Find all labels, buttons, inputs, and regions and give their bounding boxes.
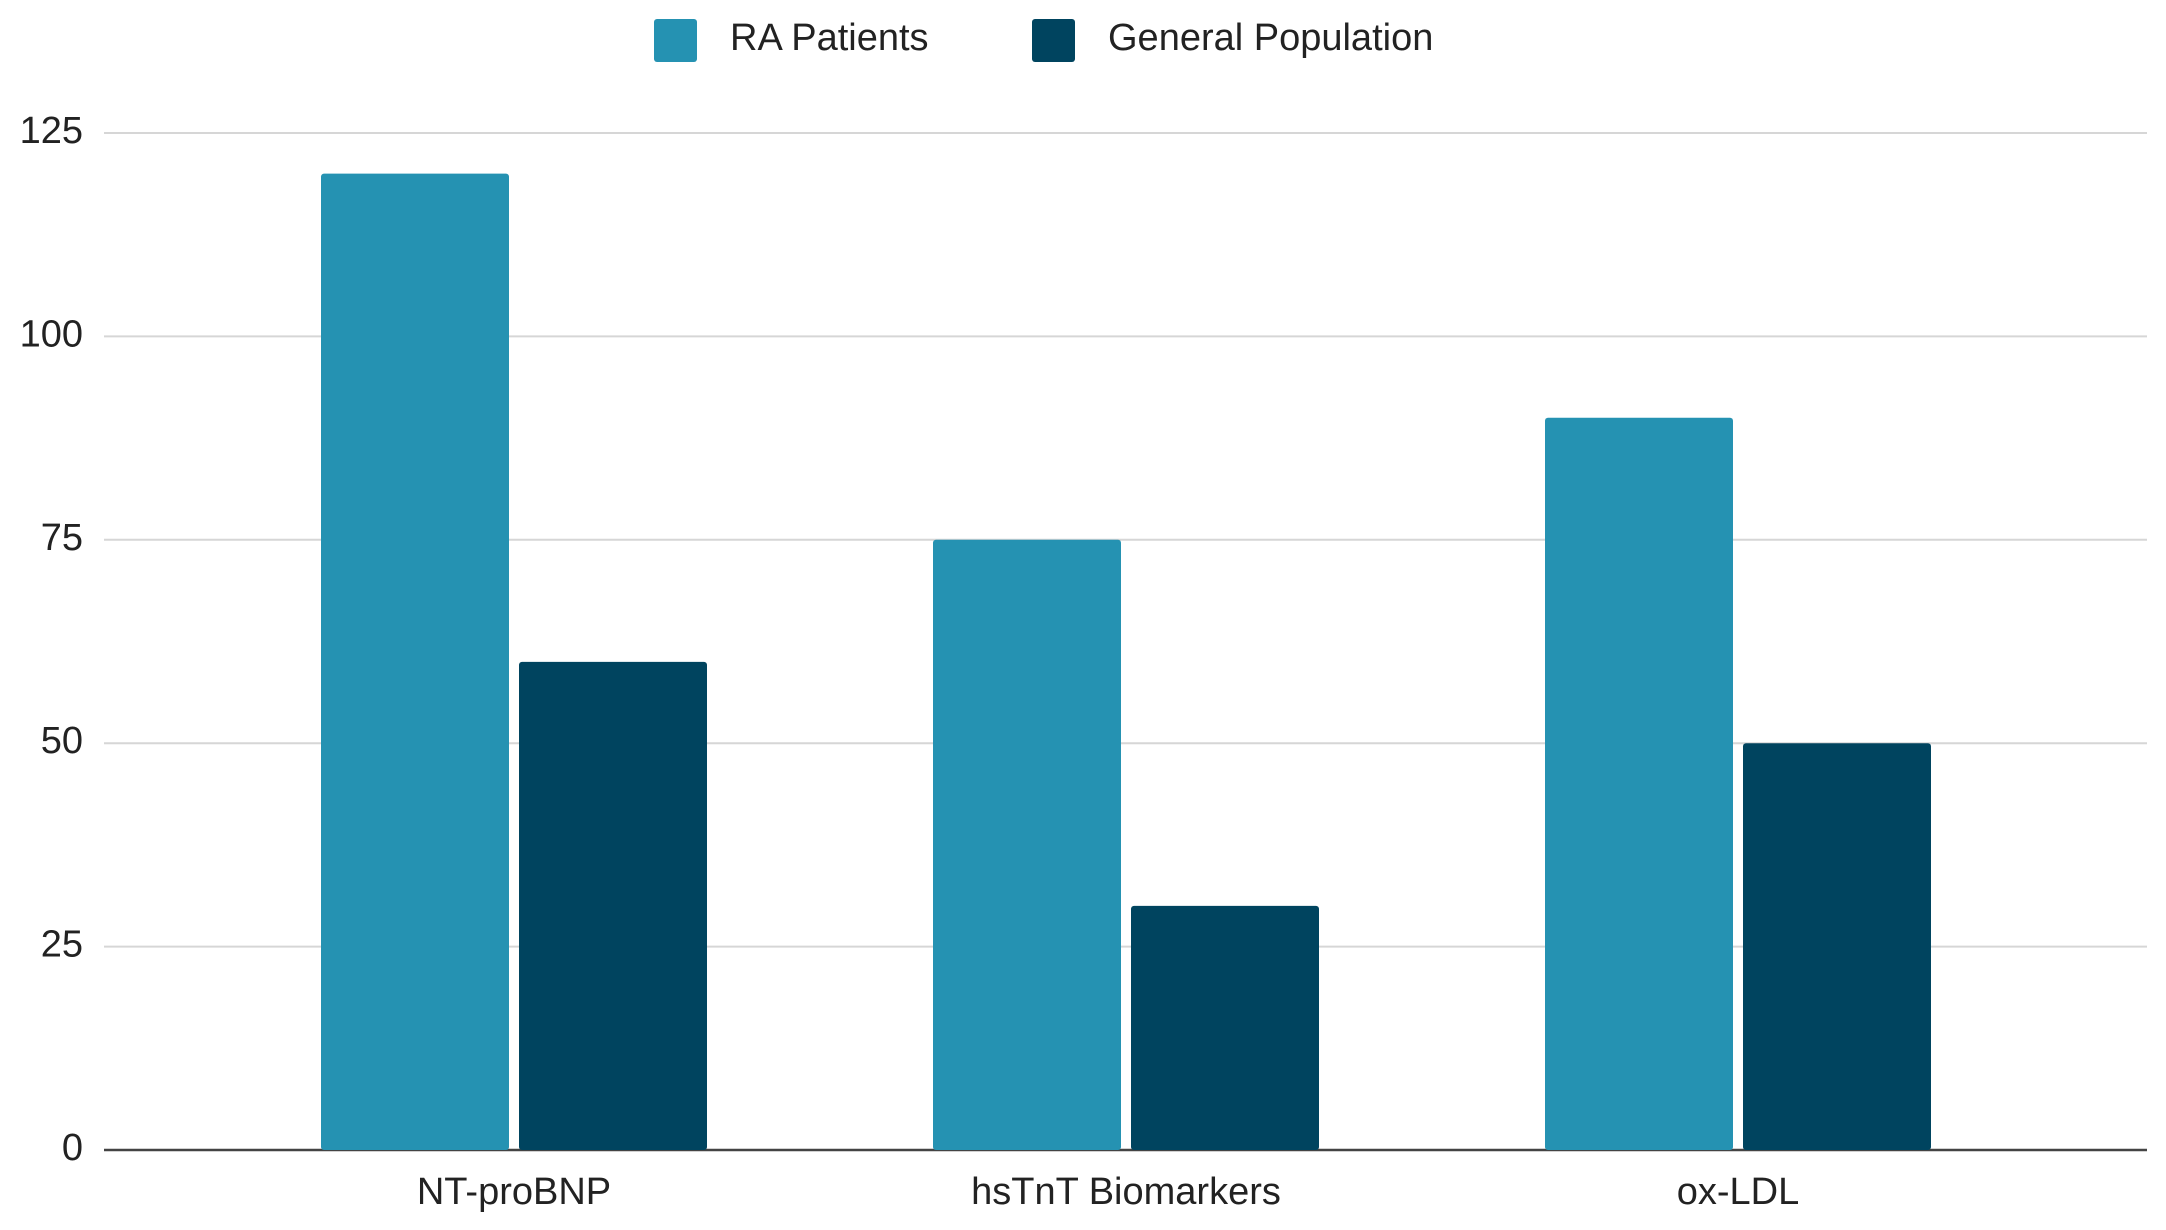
legend-swatch <box>654 19 697 62</box>
y-tick-label: 100 <box>20 313 83 355</box>
bar <box>321 173 509 1150</box>
y-tick-label: 125 <box>20 110 83 152</box>
y-tick-label: 50 <box>41 720 83 762</box>
bar <box>1545 417 1733 1150</box>
bar <box>1743 743 1931 1150</box>
x-tick-label: ox-LDL <box>1677 1171 1800 1213</box>
y-tick-label: 75 <box>41 517 83 559</box>
bar <box>1131 905 1319 1150</box>
x-tick-label: hsTnT Biomarkers <box>971 1171 1281 1213</box>
y-tick-label: 25 <box>41 924 83 966</box>
bar <box>933 539 1121 1150</box>
bar <box>519 661 707 1150</box>
x-tick-label: NT-proBNP <box>417 1171 611 1213</box>
legend-swatch <box>1032 19 1075 62</box>
y-tick-label: 0 <box>62 1127 83 1169</box>
legend-label: RA Patients <box>730 17 929 59</box>
legend-label: General Population <box>1108 17 1433 59</box>
